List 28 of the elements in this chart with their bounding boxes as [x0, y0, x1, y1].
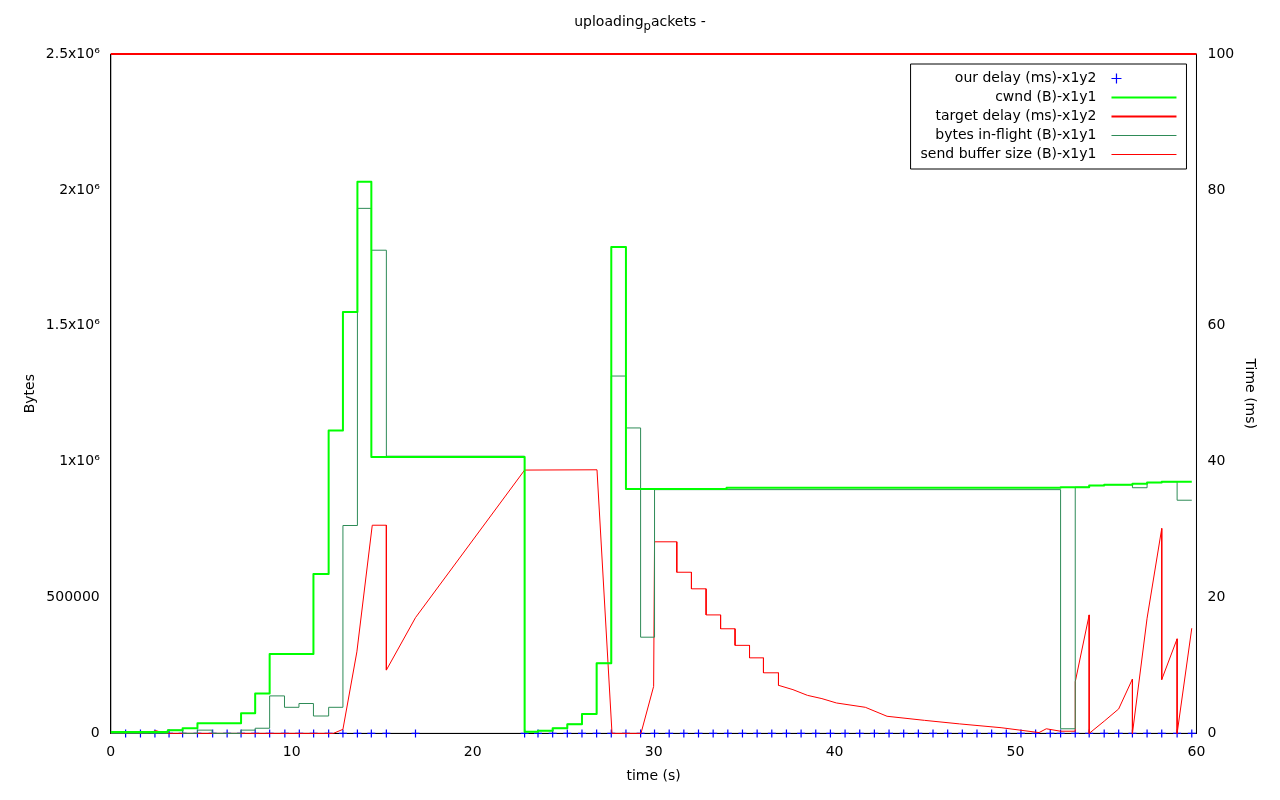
x-tick-label: 10: [282, 743, 301, 760]
x-axis-title: time (s): [626, 767, 681, 784]
legend-label: our delay (ms)-x1y2: [954, 69, 1097, 86]
chart-title: uploading$_{p}$ackets -: [573, 12, 707, 34]
x-tick-label: 60: [1187, 743, 1206, 760]
y-tick-label: 2.5x10⁶: [45, 44, 101, 61]
x-tick-label: 30: [644, 743, 663, 760]
y-tick-label: 500000: [46, 588, 100, 605]
y2-tick-label: 20: [1207, 588, 1226, 605]
y2-tick-label: 80: [1207, 180, 1226, 197]
x-tick-label: 20: [463, 743, 482, 760]
x-tick-label: 50: [1006, 743, 1025, 760]
y-axis-title: Bytes: [21, 374, 38, 414]
x-tick-label: 0: [106, 743, 116, 760]
y-tick-label: 2x10⁶: [59, 180, 101, 197]
legend-label: cwnd (B)-x1y1: [995, 88, 1097, 105]
y-tick-label: 1.5x10⁶: [45, 316, 101, 333]
legend-label: bytes in-flight (B)-x1y1: [935, 126, 1097, 143]
y2-axis-title: Time (ms): [1242, 357, 1259, 429]
y-tick-label: 1x10⁶: [59, 452, 101, 469]
legend-label: target delay (ms)-x1y2: [935, 107, 1097, 124]
y2-tick-label: 0: [1207, 724, 1217, 741]
y2-tick-label: 100: [1207, 44, 1235, 61]
y2-tick-label: 40: [1207, 452, 1226, 469]
y2-tick-label: 60: [1207, 316, 1226, 333]
x-tick-label: 40: [825, 743, 844, 760]
legend-label: send buffer size (B)-x1y1: [920, 145, 1097, 162]
y-tick-label: 0: [90, 724, 100, 741]
